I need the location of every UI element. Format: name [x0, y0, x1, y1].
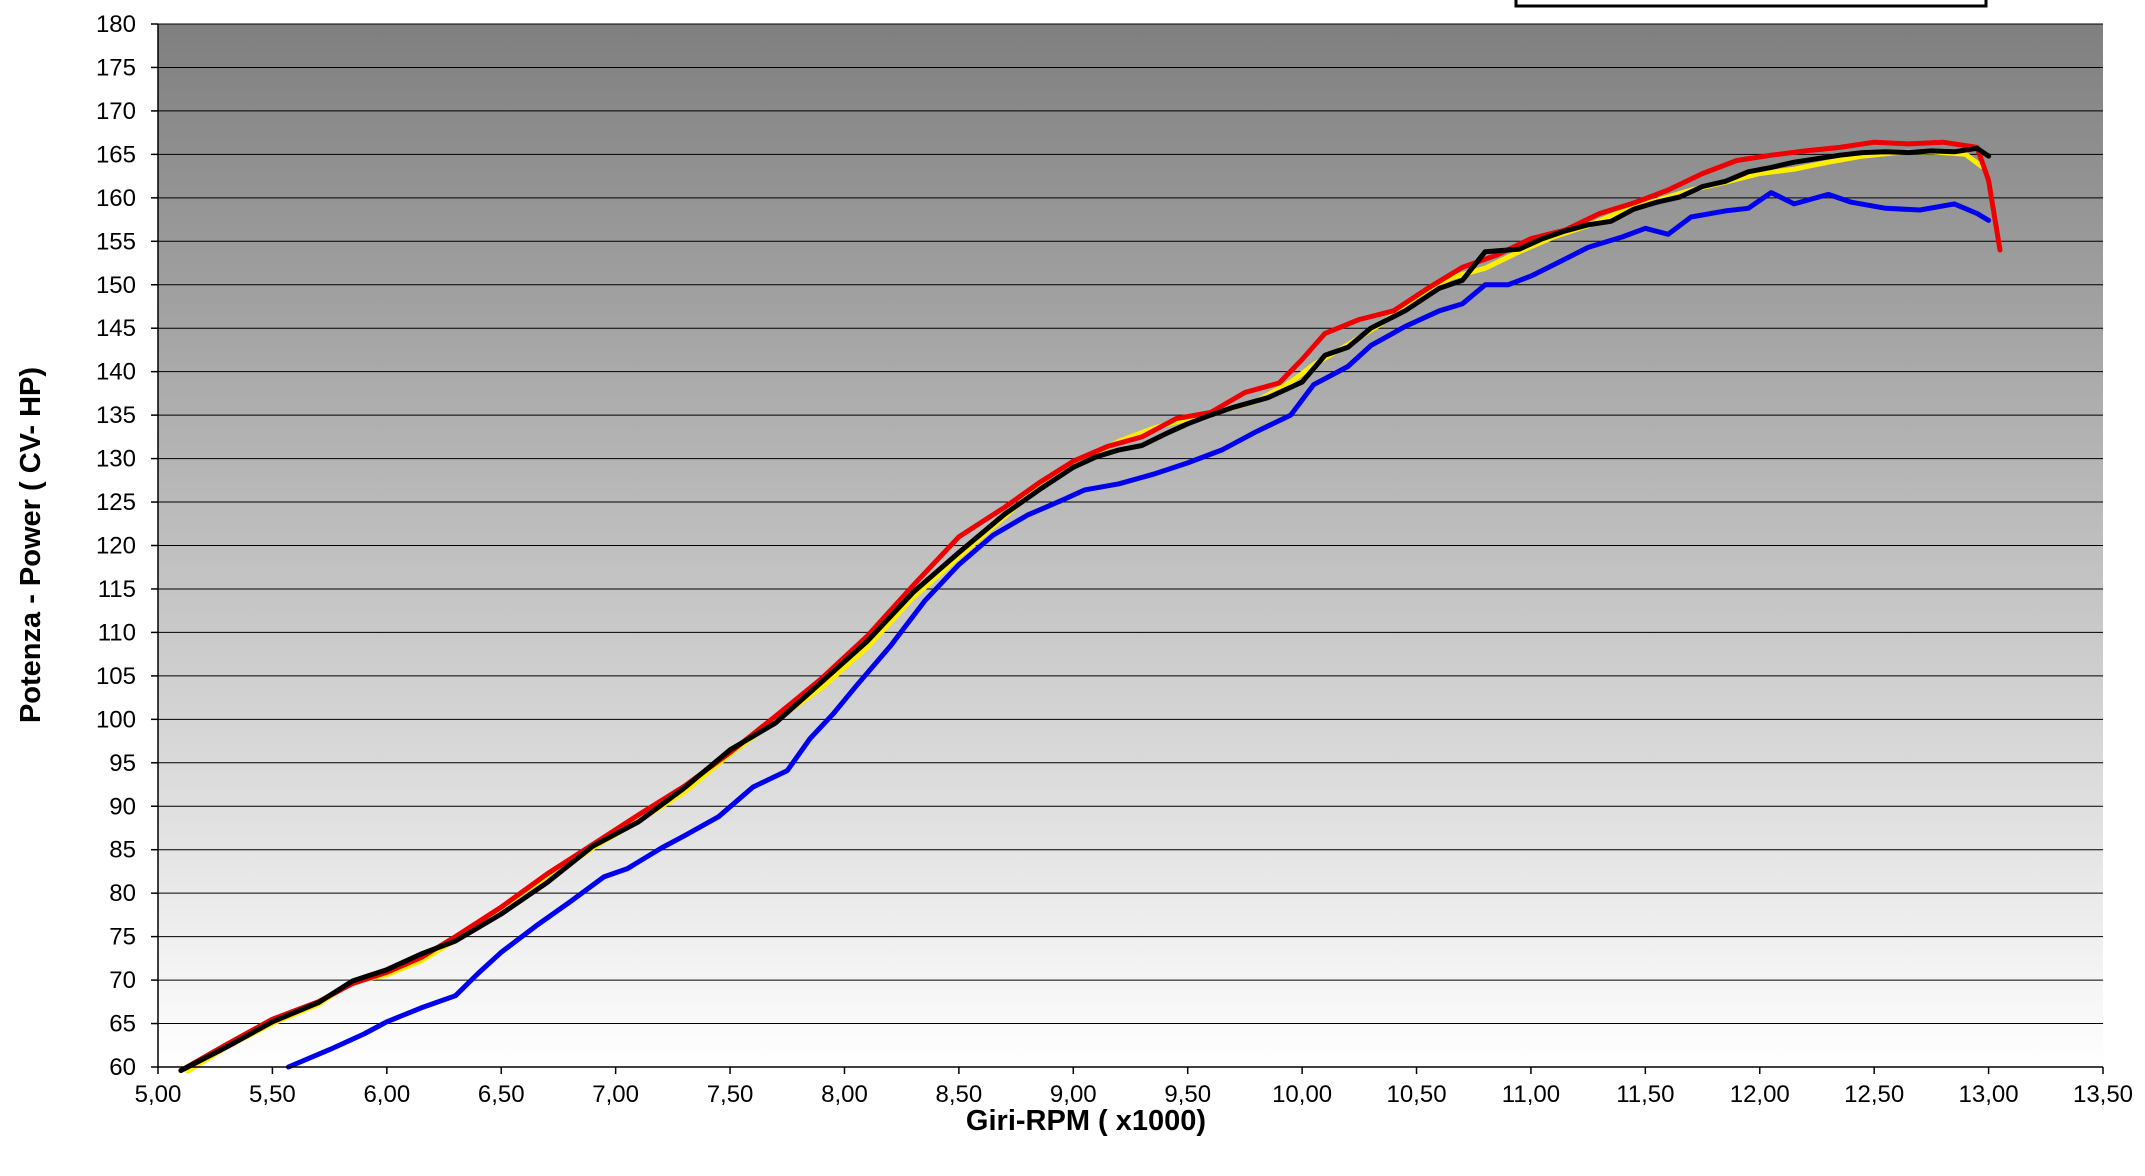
y-tick-label: 160 [96, 185, 136, 212]
y-tick-label: 90 [109, 793, 136, 820]
y-tick-label: 140 [96, 359, 136, 386]
y-tick-label: 75 [109, 924, 136, 951]
x-axis-label: Giri-RPM ( x1000) [966, 1105, 1206, 1137]
series-line-4 [178, 145, 1992, 1073]
x-tick-label: 6,50 [478, 1081, 525, 1108]
y-tick-label: 110 [98, 619, 136, 646]
y-tick-label: 135 [96, 402, 136, 429]
y-tick-label: 65 [109, 1011, 136, 1038]
y-tick-label: 165 [96, 141, 136, 168]
x-tick-label: 7,50 [707, 1081, 754, 1108]
x-tick-label: 11,50 [1616, 1081, 1674, 1108]
x-tick-label: 12,00 [1730, 1081, 1790, 1108]
y-tick-label: 130 [96, 446, 136, 473]
x-tick-label: 13,00 [1959, 1081, 2019, 1108]
x-tick-label: 13,50 [2073, 1081, 2133, 1108]
x-tick-labels: 5,00 5,50 6,00 6,50 7,00 7,50 8,00 8,50 9,00 9,50… [135, 1067, 2133, 1108]
x-tick-label: 9,50 [1164, 1081, 1211, 1108]
x-tick-label: 10,50 [1386, 1081, 1446, 1108]
x-tick-label: 7,00 [592, 1081, 639, 1108]
y-tick-label: 180 [96, 11, 136, 38]
x-tick-label: 12,50 [1844, 1081, 1904, 1108]
x-tick-label: 5,00 [135, 1081, 182, 1108]
y-tick-label: 170 [96, 98, 136, 125]
y-tick-labels: 60 65 70 75 80 85 90 95 100 105 110 115 120 125 130 135… [96, 11, 158, 1081]
series-group [178, 139, 2003, 1074]
y-tick-label: 60 [109, 1054, 136, 1081]
x-tick-label: 8,00 [821, 1081, 868, 1108]
y-tick-label: 120 [96, 533, 136, 560]
y-tick-label: 175 [96, 54, 136, 81]
y-tick-label: 115 [98, 576, 136, 603]
legend-box [1514, 0, 1988, 8]
x-tick-label: 8,50 [936, 1081, 983, 1108]
y-tick-label: 150 [96, 272, 136, 299]
x-tick-label: 9,00 [1050, 1081, 1097, 1108]
gridlines [158, 23, 2103, 1068]
y-tick-label: 95 [109, 750, 136, 777]
x-tick-label: 6,00 [363, 1081, 410, 1108]
x-tick-label: 11,00 [1502, 1081, 1560, 1108]
x-tick-label: 5,50 [249, 1081, 296, 1108]
y-tick-label: 155 [96, 228, 136, 255]
y-tick-label: 80 [109, 880, 136, 907]
y-tick-label: 125 [96, 489, 136, 516]
y-tick-label: 145 [96, 315, 136, 342]
series-line-1 [285, 190, 1992, 1070]
y-tick-label: 100 [96, 706, 136, 733]
x-tick-label: 10,00 [1272, 1081, 1332, 1108]
y-tick-label: 70 [109, 967, 136, 994]
y-axis-label: Potenza - Power ( CV- HP) [15, 367, 47, 723]
y-tick-label: 105 [96, 663, 136, 690]
y-tick-label: 85 [109, 837, 136, 864]
